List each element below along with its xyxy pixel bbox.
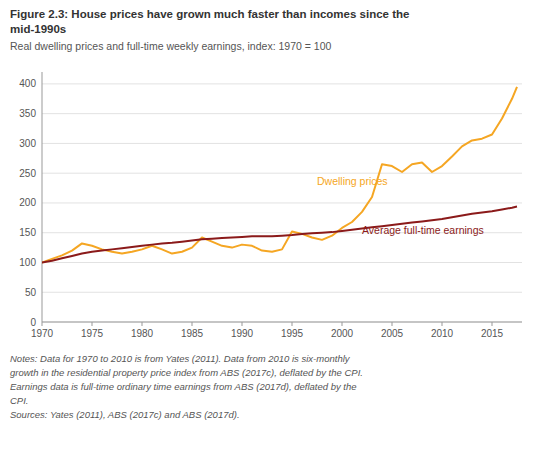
y-tick-label: 250 (19, 168, 36, 179)
y-tick-label: 300 (19, 138, 36, 149)
x-tick (192, 322, 193, 326)
plot-data (42, 87, 517, 263)
x-tick-label: 2010 (431, 328, 454, 339)
note: CPI. (10, 395, 28, 406)
x-tick (142, 322, 143, 326)
y-tick-label: 0 (30, 317, 36, 328)
line-label: Average full-time earnings (362, 224, 484, 236)
x-tick-label: 1985 (181, 328, 204, 339)
x-tick (292, 322, 293, 326)
x-tick-label: 1980 (131, 328, 154, 339)
x-tick (92, 322, 93, 326)
grid-line (42, 83, 522, 84)
subtitle: Real dwelling prices and full-time weekl… (10, 40, 331, 52)
line (42, 207, 517, 263)
x-tick (342, 322, 343, 326)
grid-line (42, 143, 522, 144)
line (42, 87, 517, 263)
x-tick-label: 2015 (481, 328, 504, 339)
note: Earnings data is full-time ordinary time… (10, 381, 357, 392)
y-tick-label: 400 (19, 78, 36, 89)
title: mid-1990s (10, 23, 66, 35)
x-tick-label: 1970 (31, 328, 54, 339)
x-axis-line (42, 322, 522, 323)
note: Notes: Data for 1970 to 2010 is from Yat… (10, 353, 351, 364)
grid-line (42, 322, 522, 323)
grid (42, 84, 522, 322)
x-tick-label: 1990 (231, 328, 254, 339)
grid-line (42, 262, 522, 263)
x-tick (492, 322, 493, 326)
x-tick-label: 1995 (281, 328, 304, 339)
grid-line (42, 113, 522, 114)
y-tick-label: 200 (19, 197, 36, 208)
x-tick (392, 322, 393, 326)
y-axis-line (42, 72, 43, 322)
x-tick (442, 322, 443, 326)
line-label: Dwelling prices (317, 175, 388, 187)
note: Sources: Yates (2011), ABS (2017c) and A… (10, 409, 240, 420)
x-tick-label: 2000 (331, 328, 354, 339)
x-tick (242, 322, 243, 326)
grid-line (42, 202, 522, 203)
x-tick (42, 322, 43, 326)
note: growth in the residential property price… (10, 367, 363, 378)
y-tick-label: 50 (25, 287, 37, 298)
x-tick-label: 2005 (381, 328, 404, 339)
y-tick-label: 350 (19, 108, 36, 119)
chart: Figure 2.3: House prices have grown much… (0, 0, 540, 476)
y-tick-label: 150 (19, 227, 36, 238)
title: Figure 2.3: House prices have grown much… (10, 8, 409, 20)
grid-line (42, 173, 522, 174)
y-tick-label: 100 (19, 257, 36, 268)
x-tick-label: 1975 (81, 328, 104, 339)
grid-line (42, 292, 522, 293)
